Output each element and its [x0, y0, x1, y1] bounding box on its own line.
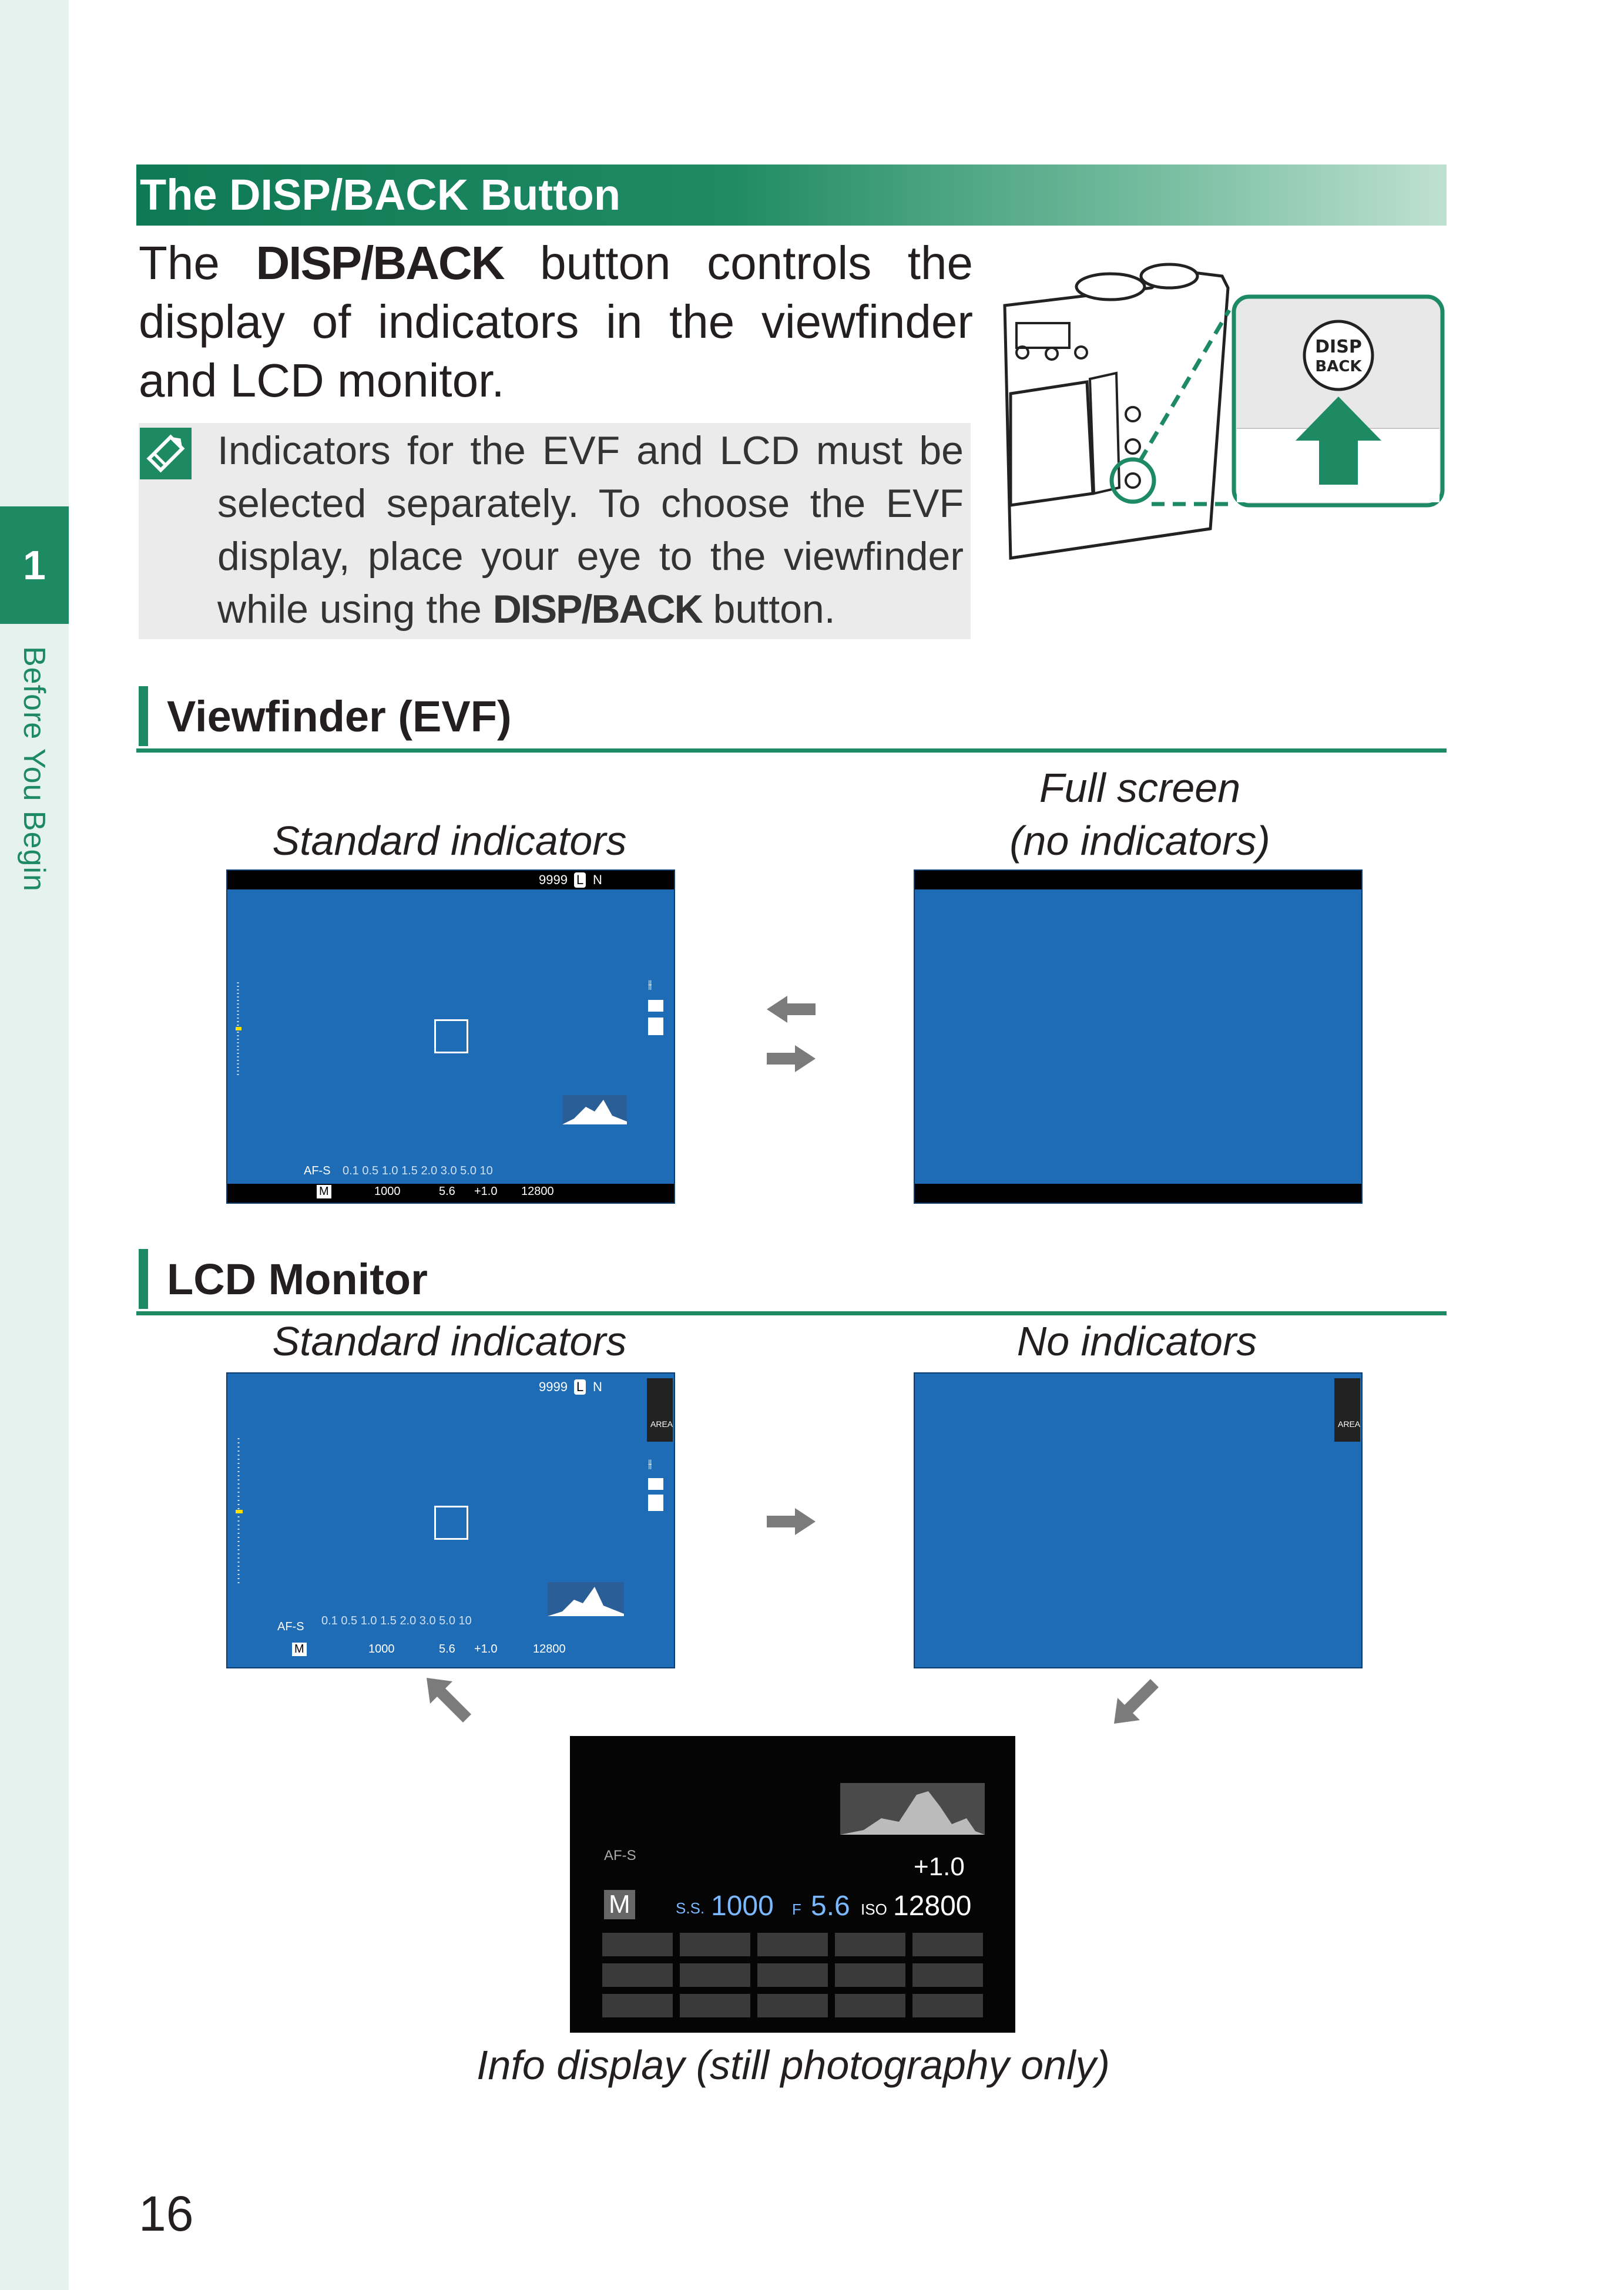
iso-label: ISO	[861, 1901, 887, 1918]
shutter-speed: 1000	[368, 1643, 395, 1656]
iso: 12800	[521, 1185, 554, 1198]
aperture: 5.6	[811, 1891, 850, 1922]
iso: 12800	[893, 1891, 972, 1922]
evf-standard-caption: Standard indicators	[272, 818, 627, 864]
side-icons: ⫲	[648, 1456, 663, 1511]
focus-mode: AF-S	[277, 1620, 304, 1633]
lcd-standard-caption: Standard indicators	[272, 1318, 627, 1364]
frames-remaining: 9999	[539, 872, 568, 887]
touch-area-button[interactable]: AREA	[647, 1378, 673, 1442]
arrow-down-left	[1114, 1679, 1159, 1724]
aperture: 5.6	[439, 1643, 455, 1656]
note-button-name: DISP/BACK	[492, 587, 703, 632]
area-label: AREA	[650, 1419, 673, 1429]
focus-mode: AF-S	[604, 1848, 636, 1863]
evf-heading-rule	[136, 685, 1447, 753]
lcd-heading: LCD Monitor	[167, 1255, 428, 1304]
lcd-none-screen: AREA	[914, 1372, 1363, 1668]
note-post: button.	[702, 587, 836, 632]
image-size: L	[574, 1379, 586, 1395]
histogram	[562, 1095, 627, 1124]
note-box	[139, 423, 971, 639]
lcd-none-caption: No indicators	[1016, 1318, 1257, 1364]
shooting-mode: M	[317, 1185, 331, 1198]
lcd-heading-bar	[139, 1249, 148, 1309]
ss-label: S.S.	[676, 1899, 705, 1917]
area-label: AREA	[1338, 1419, 1361, 1429]
note-icon	[140, 428, 192, 479]
exposure-comp: +1.0	[474, 1643, 498, 1656]
camera-back-illustration: DISP BACK	[999, 253, 1451, 570]
arrow-right	[767, 1508, 816, 1535]
note-text: Indicators for the EVF and LCD must be s…	[217, 424, 964, 636]
disp-button-label-2: BACK	[1315, 358, 1362, 375]
intro-post: button controls the display of indicator…	[139, 237, 973, 407]
toggle-arrows	[767, 996, 816, 1072]
evf-heading-bar	[139, 686, 148, 746]
aperture: 5.6	[439, 1185, 455, 1198]
histogram	[840, 1783, 985, 1835]
exposure-comp: +1.0	[914, 1852, 965, 1881]
side-strip	[0, 0, 69, 2290]
page-number: 16	[139, 2186, 194, 2241]
svg-text:⫲: ⫲	[648, 977, 652, 991]
frames-remaining: 9999	[539, 1379, 568, 1394]
exposure-comp: +1.0	[474, 1185, 498, 1198]
exposure-scale	[236, 1438, 243, 1585]
exposure-scale	[236, 982, 241, 1076]
image-quality: N	[593, 1379, 602, 1394]
lcd-standard-screen: 9999 L N AREA ⫲ AF-S 0.1 0.5 1.0 1.5 2.0…	[226, 1372, 675, 1668]
distance-scale: 0.1 0.5 1.0 1.5 2.0 3.0 5.0 10	[321, 1614, 472, 1627]
chapter-number: 1	[23, 542, 46, 588]
svg-text:⫲: ⫲	[648, 1456, 652, 1470]
section-title: The DISP/BACK Button	[140, 170, 621, 219]
focus-frame	[434, 1506, 468, 1540]
intro-paragraph: The DISP/BACK button controls the displa…	[139, 234, 973, 410]
side-icons: ⫲	[648, 977, 663, 1035]
settings-grid	[602, 1933, 983, 2017]
disp-button-label-1: DISP	[1315, 337, 1362, 357]
shooting-mode: M	[292, 1643, 307, 1656]
lcd-heading-rule	[136, 1248, 1447, 1315]
section-header-bar	[136, 164, 1447, 226]
info-display-screen: AF-S +1.0 M S.S. 1000 F 5.6 ISO 12800	[570, 1736, 1015, 2033]
shutter-speed: 1000	[374, 1185, 401, 1198]
chapter-tab: 1	[0, 506, 69, 624]
evf-heading: Viewfinder (EVF)	[167, 692, 512, 741]
shutter-speed: 1000	[711, 1891, 774, 1922]
image-quality: N	[593, 872, 602, 887]
evf-full-caption-1: Full screen	[1039, 765, 1241, 811]
f-label: F	[792, 1901, 801, 1918]
focus-frame	[434, 1019, 468, 1053]
distance-scale: 0.1 0.5 1.0 1.5 2.0 3.0 5.0 10	[343, 1164, 493, 1177]
evf-standard-screen: 9999 L N ⫲ AF-S 0.1 0.5 1.0 1.5 2.0 3.0 …	[226, 869, 675, 1204]
chapter-title: Before You Begin	[17, 646, 51, 892]
touch-area-button[interactable]: AREA	[1334, 1378, 1360, 1442]
intro-pre: The	[139, 237, 256, 289]
evf-fullscreen-screen	[914, 869, 1363, 1204]
info-display-caption: Info display (still photography only)	[477, 2042, 1110, 2088]
histogram	[548, 1582, 624, 1616]
focus-mode: AF-S	[304, 1164, 331, 1177]
image-size: L	[574, 872, 586, 888]
iso: 12800	[533, 1643, 566, 1656]
evf-full-caption-2: (no indicators)	[1009, 818, 1270, 864]
note-pre: Indicators for the EVF and LCD must be s…	[217, 428, 964, 632]
shooting-mode: M	[604, 1890, 635, 1919]
intro-button-name: DISP/BACK	[256, 237, 505, 289]
arrow-up-left	[427, 1678, 471, 1722]
